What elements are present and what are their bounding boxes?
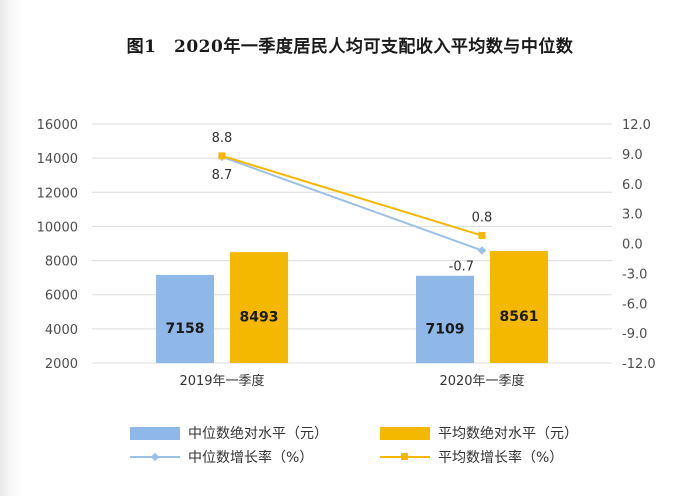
- y-left-tick-label: 6000: [45, 289, 78, 304]
- bar: [490, 250, 548, 363]
- line-point-marker: [478, 232, 486, 240]
- bar: [230, 252, 288, 363]
- y-left-tick-label: 14000: [37, 152, 78, 167]
- bar: [416, 275, 474, 363]
- y-right-tick-label: 9.0: [622, 148, 643, 163]
- y-right-tick-label: 6.0: [622, 178, 643, 193]
- x-category-label: 2020年一季度: [439, 373, 524, 389]
- x-category-label: 2019年一季度: [179, 373, 264, 389]
- bar-value-label: 8493: [240, 310, 279, 326]
- bar: [156, 274, 214, 363]
- y-left-tick-label: 8000: [45, 255, 78, 270]
- line-point-marker: [477, 246, 487, 255]
- y-right-tick-label: 0.0: [622, 238, 643, 253]
- y-left-tick-label: 16000: [37, 118, 78, 133]
- y-left-tick-label: 10000: [37, 220, 78, 235]
- y-right-tick-label: -12.0: [622, 357, 656, 372]
- y-right-tick-label: -3.0: [622, 267, 647, 282]
- series-line: [221, 155, 483, 252]
- bar-value-label: 7109: [426, 321, 465, 337]
- bar-value-label: 7158: [166, 321, 205, 337]
- line-value-label: 0.8: [472, 211, 493, 226]
- y-right-tick-label: 12.0: [622, 118, 651, 133]
- y-left-tick-label: 12000: [37, 186, 78, 201]
- series-line: [221, 154, 483, 237]
- y-left-tick-label: 4000: [45, 323, 78, 338]
- line-point-marker: [218, 152, 226, 160]
- y-right-tick-label: -6.0: [622, 297, 647, 312]
- bar-value-label: 8561: [500, 309, 539, 325]
- y-right-tick-label: 3.0: [622, 208, 643, 223]
- chart-title: 图1 2020年一季度居民人均可支配收入平均数与中位数: [126, 37, 574, 57]
- y-right-tick-label: -9.0: [622, 327, 647, 342]
- line-value-label: -0.7: [449, 259, 474, 274]
- line-value-label: 8.7: [212, 168, 233, 183]
- line-value-label: 8.8: [212, 131, 233, 146]
- y-left-tick-label: 2000: [45, 357, 78, 372]
